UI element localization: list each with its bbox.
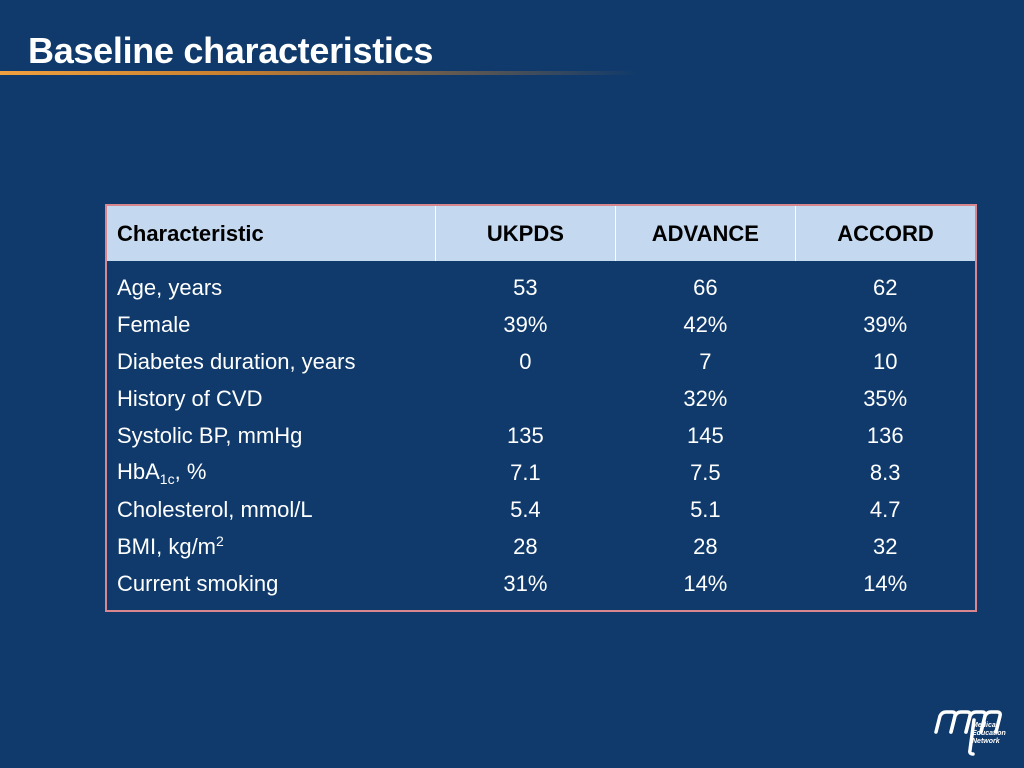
table-header-row: Characteristic UKPDS ADVANCE ACCORD	[106, 205, 976, 261]
cell-advance: 7.5	[690, 459, 721, 485]
cell-advance: 145	[687, 422, 724, 448]
row-label-superscript: 2	[216, 533, 224, 549]
header-accord: ACCORD	[837, 220, 934, 246]
cell-ukpds: 7.1	[510, 459, 541, 485]
table-row: Age, years 53 66 62	[106, 261, 976, 306]
cell-accord: 4.7	[869, 496, 901, 522]
table-row: Systolic BP, mmHg 135 145 136	[106, 417, 976, 454]
baseline-table: Characteristic UKPDS ADVANCE ACCORD Age,…	[105, 204, 977, 612]
logo-line: Network	[972, 738, 1000, 745]
cell-accord: 136	[866, 422, 904, 448]
table-row: Diabetes duration, years 0 7 10	[106, 343, 976, 380]
row-label-hba1c: HbA1c, %	[106, 454, 435, 491]
table-row: BMI, kg/m2 28 28 32	[106, 528, 976, 565]
table-row: Current smoking 31% 14% 14%	[106, 565, 976, 611]
cell-ukpds: 31%	[503, 570, 548, 596]
cell-ukpds: 135	[507, 422, 544, 448]
cell-accord: 14%	[863, 570, 908, 596]
slide-title: Baseline characteristics	[28, 30, 434, 71]
cell-advance: 42%	[683, 311, 728, 337]
cell-advance: 28	[693, 533, 718, 559]
cell-ukpds: 5.4	[510, 496, 541, 522]
row-label-tail: , %	[174, 458, 207, 484]
cell-advance: 14%	[683, 570, 728, 596]
header-ukpds: UKPDS	[435, 205, 616, 261]
row-label: Age, years	[117, 274, 223, 300]
row-label-subscript: 1c	[159, 470, 175, 487]
row-label: Cholesterol, mmol/L	[117, 496, 313, 522]
logo-line: Education	[972, 730, 1006, 737]
header-advance: ADVANCE	[615, 205, 796, 261]
cell-accord: 10	[872, 348, 898, 374]
cell-advance: 32%	[683, 385, 728, 411]
cell-ukpds: 28	[513, 533, 538, 559]
table-row: Cholesterol, mmol/L 5.4 5.1 4.7	[106, 491, 976, 528]
cell-advance: 7	[699, 348, 712, 374]
cell-accord: 39%	[863, 311, 908, 337]
cell-accord: 8.3	[869, 459, 901, 485]
cell-ukpds	[435, 380, 615, 417]
row-label-base: BMI, kg/m	[117, 534, 217, 559]
mem-logo-icon	[934, 710, 1002, 756]
cell-accord: 32	[872, 533, 898, 559]
title-underline	[0, 71, 640, 75]
cell-ukpds: 0	[519, 348, 532, 374]
logo-line: Medical	[972, 722, 998, 729]
row-label-base: HbA	[117, 458, 160, 484]
table-row: HbA1c, % 7.1 7.5 8.3	[106, 454, 976, 491]
logo-wordmark: Medical Education Network	[972, 722, 1006, 746]
cell-accord: 62	[872, 274, 898, 300]
row-label: Current smoking	[117, 570, 279, 596]
table-row: Female 39% 42% 39%	[106, 306, 976, 343]
row-label: Diabetes duration, years	[117, 348, 356, 374]
row-label: History of CVD	[117, 385, 263, 411]
header-characteristic: Characteristic	[106, 205, 436, 261]
row-label-bmi: BMI, kg/m2	[106, 528, 435, 565]
cell-advance: 66	[693, 274, 718, 300]
row-label: Female	[117, 311, 191, 337]
cell-ukpds: 39%	[503, 311, 548, 337]
cell-advance: 5.1	[690, 496, 721, 522]
cell-ukpds: 53	[513, 274, 538, 300]
cell-accord: 35%	[863, 385, 908, 411]
row-label: Systolic BP, mmHg	[117, 422, 303, 448]
table-row: History of CVD 32% 35%	[106, 380, 976, 417]
